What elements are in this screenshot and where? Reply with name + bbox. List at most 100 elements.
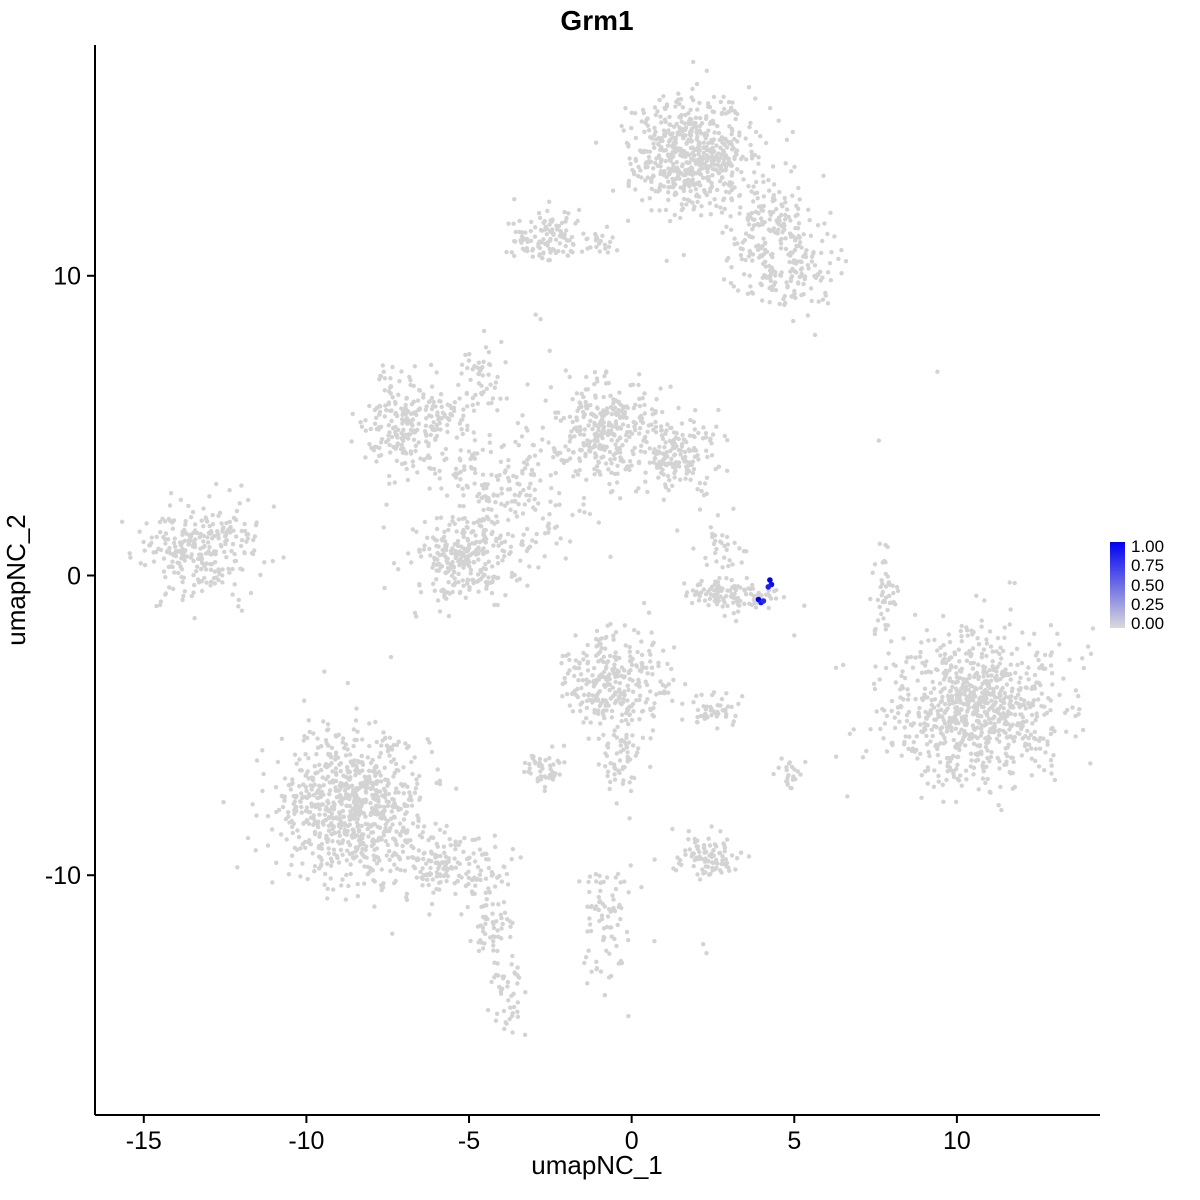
cell-point [1012, 784, 1018, 790]
cell-point [180, 532, 185, 537]
cell-point [184, 554, 190, 559]
cell-point [971, 704, 976, 710]
cell-point [206, 549, 211, 554]
cell-point [391, 774, 396, 779]
cell-point [484, 536, 489, 542]
cell-point [1062, 710, 1068, 715]
cell-point [375, 855, 381, 860]
cell-point [388, 868, 393, 874]
cell-point [1031, 735, 1037, 741]
cell-point [401, 817, 407, 822]
cell-point [687, 433, 693, 438]
cell-point [953, 726, 959, 731]
cell-point [354, 737, 359, 743]
cell-point [645, 697, 650, 702]
cell-point [680, 162, 685, 167]
cell-point [630, 167, 635, 173]
cell-point [689, 95, 694, 100]
cell-point [598, 636, 603, 642]
cell-point [607, 786, 612, 792]
cell-point [1002, 635, 1007, 640]
cell-point [270, 880, 275, 885]
cell-point [604, 664, 609, 670]
cell-point [434, 886, 439, 892]
cell-point [986, 716, 992, 722]
cell-point [707, 596, 713, 601]
cell-point [321, 783, 326, 788]
cell-point [722, 613, 727, 619]
cell-point [696, 598, 702, 603]
cell-point [613, 424, 619, 429]
cell-point [987, 667, 992, 673]
cell-point [509, 574, 514, 579]
cell-point [967, 693, 973, 698]
cell-point [597, 421, 603, 426]
cell-point [355, 893, 361, 899]
cell-point [402, 417, 407, 423]
cell-point [829, 250, 834, 255]
cell-point [541, 251, 546, 256]
cell-point [270, 558, 275, 564]
cell-point [498, 396, 503, 401]
cell-point [409, 798, 414, 803]
cell-point [427, 912, 432, 917]
cell-point [400, 843, 405, 849]
cell-point [919, 795, 924, 800]
cell-point [441, 873, 447, 879]
cell-point [590, 673, 595, 678]
cell-point [784, 765, 789, 770]
cell-point [216, 567, 221, 572]
cell-point [467, 585, 472, 590]
cell-point [220, 527, 225, 532]
cell-point [208, 579, 214, 584]
cell-point [374, 444, 380, 450]
cell-point [701, 150, 706, 156]
cell-point [394, 742, 400, 748]
cell-point [421, 547, 427, 552]
cell-point [581, 394, 586, 400]
cell-point [1055, 631, 1060, 636]
cell-point [878, 726, 883, 732]
cell-point [307, 810, 313, 815]
cell-point [663, 119, 668, 125]
cell-point [261, 771, 266, 777]
cell-point [331, 800, 336, 805]
cell-point [457, 503, 462, 509]
cell-point [363, 821, 368, 827]
cell-point [930, 733, 935, 739]
cell-point [486, 350, 492, 355]
cell-point [627, 712, 632, 718]
cell-point [609, 461, 614, 466]
cell-point [960, 676, 966, 682]
cell-point [762, 220, 767, 225]
cell-point [712, 582, 717, 587]
cell-point [400, 410, 406, 415]
cell-point [664, 102, 670, 107]
cell-point [981, 664, 986, 669]
cell-point [462, 559, 467, 564]
cell-point [596, 708, 601, 713]
cell-point [195, 556, 201, 562]
cell-point [689, 129, 694, 134]
cell-point [317, 812, 322, 817]
cell-point [1029, 746, 1034, 751]
cell-point [602, 242, 608, 247]
cell-point [527, 544, 533, 549]
cell-point [1035, 650, 1040, 655]
cell-point [781, 595, 787, 600]
cell-point [533, 225, 538, 230]
cell-point [596, 460, 602, 465]
cell-point [1023, 685, 1028, 690]
cell-point [404, 895, 409, 900]
cell-point [828, 278, 834, 283]
cell-point [621, 411, 626, 416]
cell-point [1016, 687, 1021, 692]
cell-point [720, 175, 725, 180]
cell-point [515, 420, 521, 426]
cell-point [460, 431, 465, 437]
cell-point [723, 189, 729, 194]
cell-point [733, 116, 738, 122]
cell-point [577, 468, 582, 473]
cell-point [183, 519, 188, 524]
cell-point [371, 768, 376, 773]
